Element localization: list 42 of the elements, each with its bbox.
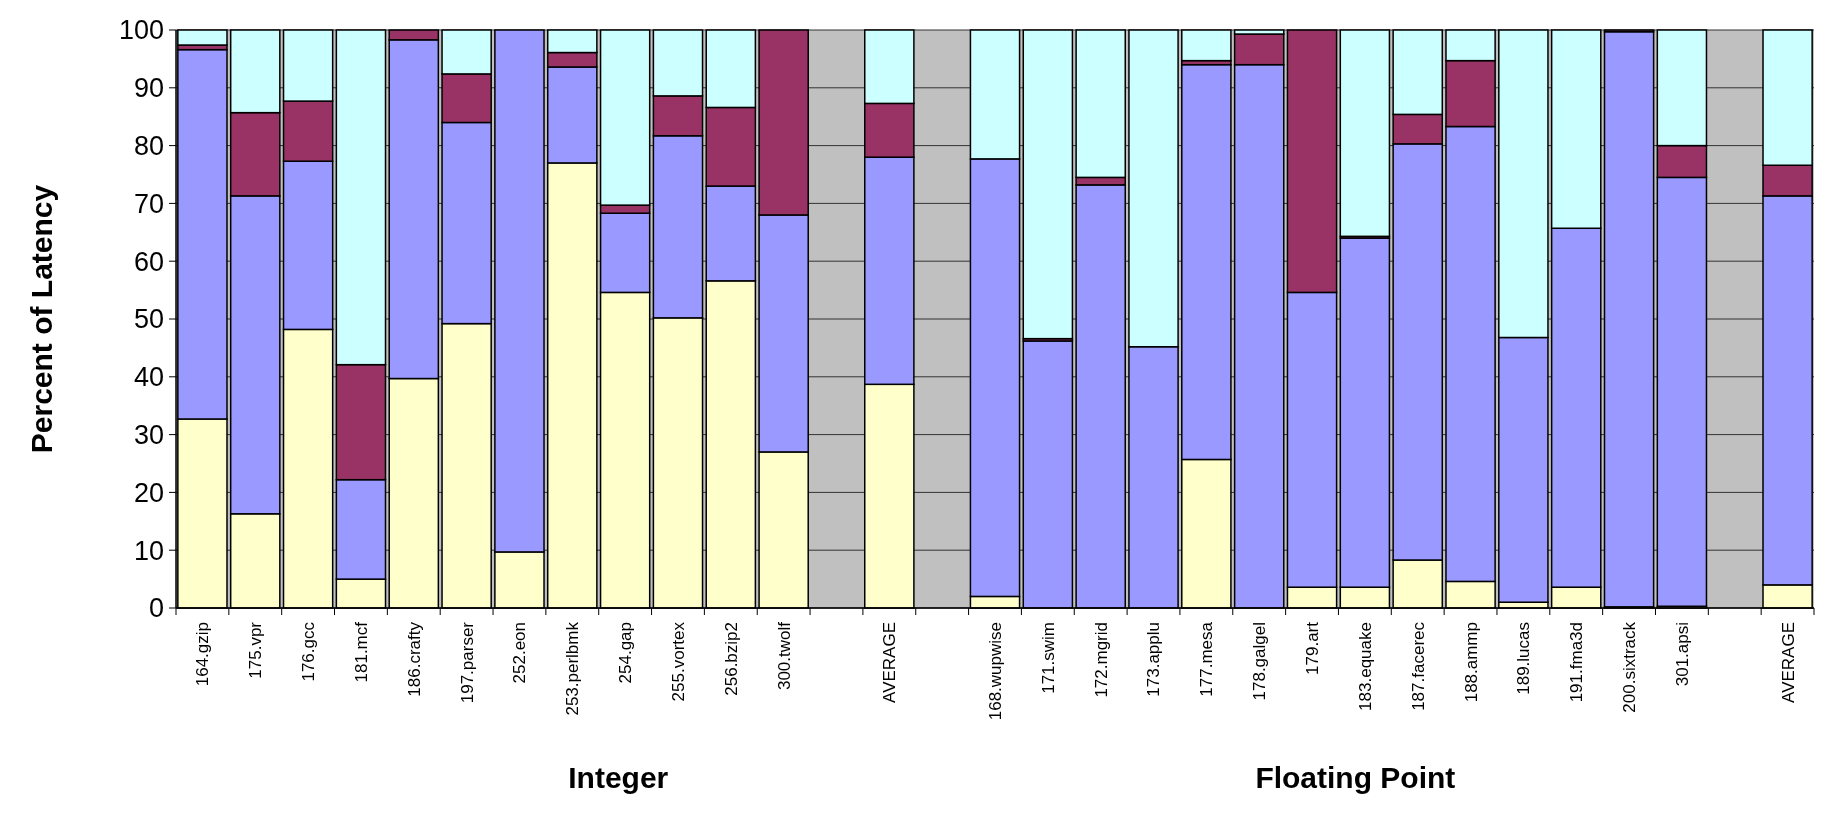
- y-tick-label: 90: [133, 73, 164, 104]
- x-tick-label: 178.galgel: [1250, 622, 1270, 701]
- x-tick-label: 200.sixtrack: [1620, 621, 1640, 713]
- x-tick-label: 188.ammp: [1461, 622, 1481, 703]
- y-tick-label: 30: [133, 420, 164, 451]
- x-tick-label: 256.bzip2: [721, 622, 741, 696]
- x-tick-label: 175.vpr: [246, 621, 266, 679]
- x-tick-label: 177.mesa: [1197, 621, 1217, 697]
- y-tick-label: 80: [133, 131, 164, 162]
- y-tick-label: 10: [133, 535, 164, 566]
- y-tick-label: 100: [118, 15, 164, 46]
- text: Floating Point: [1255, 761, 1456, 794]
- x-tick-label: 164.gzip: [193, 622, 213, 687]
- x-tick-label: 187.facerec: [1408, 621, 1428, 711]
- x-tick-label: 179.art: [1302, 621, 1322, 675]
- x-tick-label: 300.twolf: [774, 621, 794, 691]
- x-tick-label: 173.applu: [1144, 622, 1164, 697]
- x-tick-label: 172.mgrid: [1091, 622, 1111, 698]
- y-tick-label: 50: [133, 304, 164, 335]
- x-tick-label: 181.mcf: [351, 621, 371, 683]
- x-tick-label: 176.gcc: [299, 621, 319, 682]
- text: Integer: [568, 761, 669, 794]
- x-tick-label: 168.wupwise: [985, 622, 1005, 721]
- x-tick-label: 254.gap: [616, 622, 636, 684]
- y-tick-label: 60: [133, 246, 164, 277]
- x-tick-label: 191.fma3d: [1567, 622, 1587, 703]
- x-tick-label: 189.lucas: [1514, 622, 1534, 695]
- x-tick-label: 253.perlbmk: [563, 621, 583, 716]
- y-tick-label: 0: [148, 593, 164, 624]
- y-axis-title: Percent of Latency: [25, 184, 58, 454]
- x-tick-label: 197.parser: [457, 621, 477, 704]
- x-tick-label: 252.eon: [510, 622, 530, 684]
- x-tick-label: 301.apsi: [1672, 622, 1692, 687]
- x-tick-label: 186.crafty: [404, 621, 424, 697]
- x-tick-label: AVERAGE: [880, 622, 900, 703]
- x-tick-label: AVERAGE: [1778, 622, 1798, 703]
- x-tick-label: 183.equake: [1355, 622, 1375, 711]
- y-tick-label: 40: [133, 362, 164, 393]
- x-tick-label: 255.vortex: [668, 621, 688, 702]
- y-tick-label: 70: [133, 188, 164, 219]
- x-tick-label: 171.swim: [1038, 622, 1058, 694]
- y-tick-label: 20: [133, 477, 164, 508]
